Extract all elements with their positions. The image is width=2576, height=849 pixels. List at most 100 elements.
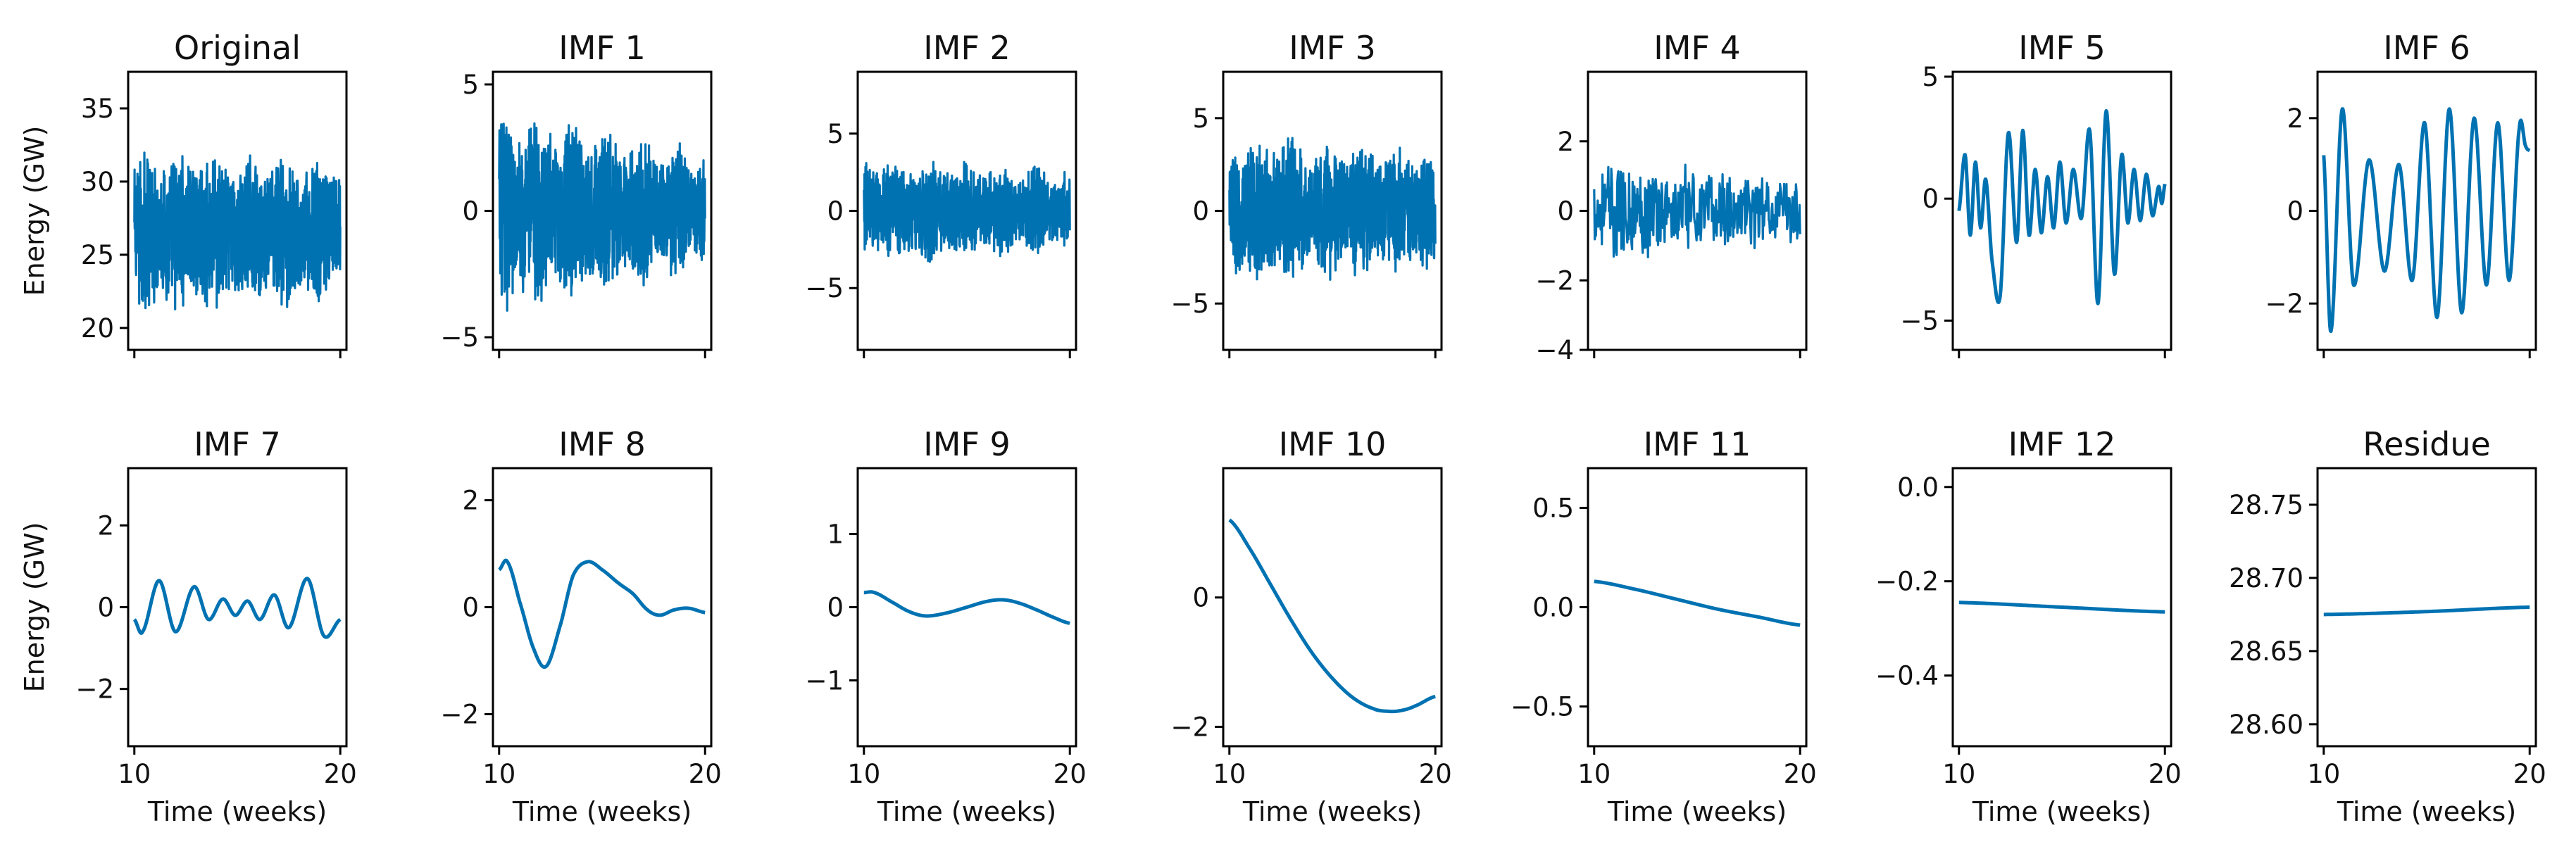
- series-line-imf-8: [498, 558, 706, 669]
- y-tick-label: 2: [462, 486, 479, 516]
- y-tick-label: −2: [1170, 712, 1209, 742]
- panel-title-imf-4: IMF 4: [1653, 29, 1741, 67]
- y-tick-label: 0: [462, 593, 479, 623]
- y-tick-label: −5: [440, 322, 479, 353]
- x-tick-label: 20: [1784, 759, 1817, 789]
- x-tick-label: 10: [1942, 759, 1975, 789]
- y-tick-label: 5: [1192, 103, 1209, 134]
- y-axis-label: Energy (GW): [19, 522, 50, 693]
- panel-imf-3: IMF 3 −5 0 5: [1170, 29, 1443, 358]
- y-tick-label: 28.60: [2229, 710, 2303, 740]
- x-tick-label: 20: [2149, 759, 2182, 789]
- series-line-imf-10: [1228, 518, 1437, 714]
- y-tick-label: 0: [2287, 196, 2303, 227]
- y-tick-label: −1: [805, 665, 844, 696]
- y-tick-label: −2: [75, 674, 114, 705]
- x-axis-label: Time (weeks): [877, 796, 1056, 827]
- x-tick-label: 10: [1213, 759, 1246, 789]
- x-tick-label: 20: [1419, 759, 1452, 789]
- panel-title-imf-8: IMF 8: [558, 425, 646, 463]
- axes-frame-imf-12: [1951, 467, 2172, 748]
- y-tick-label: 20: [81, 313, 114, 344]
- y-tick-label: −4: [1535, 335, 1574, 365]
- y-tick-label: 2: [1557, 127, 1574, 157]
- x-axis-label: Time (weeks): [147, 796, 327, 827]
- axes-frame-imf-7: [127, 467, 348, 748]
- y-tick-label: 2: [2287, 103, 2303, 134]
- panel-residue: Residue 28.60 28.65 28.70 28.75 10 20 Time (wee…: [2229, 425, 2546, 827]
- y-tick-label: 5: [462, 70, 479, 100]
- y-tick-label: 28.65: [2229, 636, 2303, 667]
- y-tick-label: 25: [81, 240, 114, 270]
- y-tick-label: −2: [440, 699, 479, 729]
- x-tick-label: 20: [324, 759, 357, 789]
- y-tick-label: 35: [81, 94, 114, 124]
- panel-imf-11: IMF 11 −0.5 0.0 0.5 10 20 Time (weeks): [1511, 425, 1817, 827]
- y-tick-label: 2: [97, 510, 114, 541]
- y-tick-label: 0: [1192, 196, 1209, 227]
- y-tick-label: 0.0: [1532, 593, 1574, 623]
- panel-title-imf-5: IMF 5: [2018, 29, 2106, 67]
- y-tick-label: 28.75: [2229, 490, 2303, 520]
- axes-frame-residue: [2316, 467, 2537, 748]
- y-tick-label: 0.5: [1532, 493, 1574, 523]
- panel-title-original: Original: [174, 29, 301, 67]
- y-tick-label: 5: [1922, 62, 1939, 92]
- y-tick-label: −5: [805, 273, 844, 303]
- panel-title-imf-7: IMF 7: [194, 425, 281, 463]
- series-line-imf-5: [1957, 108, 2167, 306]
- y-tick-label: 0: [1557, 196, 1574, 227]
- panel-imf-4: IMF 4 −4 −2 0 2: [1535, 29, 1808, 365]
- panel-title-imf-11: IMF 11: [1644, 425, 1751, 463]
- x-tick-label: 10: [1577, 759, 1611, 789]
- series-line-imf-12: [1958, 600, 2166, 614]
- panel-title-residue: Residue: [2363, 425, 2491, 463]
- y-tick-label: −2: [2265, 289, 2303, 319]
- y-tick-label: −0.5: [1511, 692, 1574, 722]
- series-line-imf-9: [863, 590, 1071, 625]
- x-tick-label: 20: [1053, 759, 1087, 789]
- x-tick-label: 20: [2513, 759, 2546, 789]
- panel-title-imf-1: IMF 1: [558, 29, 646, 67]
- x-tick-label: 10: [118, 759, 151, 789]
- series-line-imf-3: [1228, 137, 1437, 281]
- panel-original: Original 20 25 30 35 Energy (GW): [19, 29, 348, 358]
- series-line-imf-7: [132, 577, 342, 639]
- y-axis-label: Energy (GW): [19, 126, 50, 296]
- axes-frame-imf-10: [1222, 467, 1443, 748]
- panel-imf-9: IMF 9 −1 0 1 10 20 Time (weeks): [805, 425, 1086, 827]
- y-tick-label: 5: [827, 119, 844, 149]
- y-tick-label: −0.4: [1875, 661, 1939, 691]
- y-tick-label: −0.2: [1875, 567, 1939, 597]
- series-line-imf-6: [2322, 107, 2531, 334]
- x-axis-label: Time (weeks): [512, 796, 692, 827]
- x-tick-label: 10: [847, 759, 880, 789]
- panel-imf-8: IMF 8 −2 0 2 10 20 Time (weeks): [440, 425, 721, 827]
- x-axis-label: Time (weeks): [1607, 796, 1787, 827]
- panel-title-imf-10: IMF 10: [1279, 425, 1387, 463]
- panel-imf-6: IMF 6 −2 0 2: [2265, 29, 2537, 358]
- axes-frame-original: [127, 70, 348, 351]
- panel-title-imf-6: IMF 6: [2383, 29, 2470, 67]
- panel-imf-10: IMF 10 −2 0 10 20 Time (weeks): [1170, 425, 1451, 827]
- y-tick-label: 0.0: [1897, 472, 1939, 503]
- x-axis-label: Time (weeks): [2337, 796, 2516, 827]
- panel-imf-1: IMF 1 −5 0 5: [440, 29, 713, 358]
- x-axis-label: Time (weeks): [1242, 796, 1422, 827]
- y-tick-label: 0: [1922, 184, 1939, 214]
- panel-imf-2: IMF 2 −5 0 5: [805, 29, 1077, 358]
- y-tick-label: 0: [827, 196, 844, 227]
- panel-title-imf-12: IMF 12: [2008, 425, 2116, 463]
- x-axis-label: Time (weeks): [1972, 796, 2151, 827]
- series-line-imf-4: [1593, 163, 1801, 258]
- series-line-imf-11: [1593, 579, 1801, 627]
- y-tick-label: 0: [827, 593, 844, 623]
- x-tick-label: 10: [482, 759, 515, 789]
- panel-title-imf-3: IMF 3: [1289, 29, 1376, 67]
- axes-frame-imf-11: [1587, 467, 1808, 748]
- y-tick-label: −5: [1900, 306, 1939, 336]
- x-tick-label: 20: [689, 759, 722, 789]
- y-tick-label: 0: [462, 196, 479, 227]
- series-line-imf-1: [498, 122, 706, 312]
